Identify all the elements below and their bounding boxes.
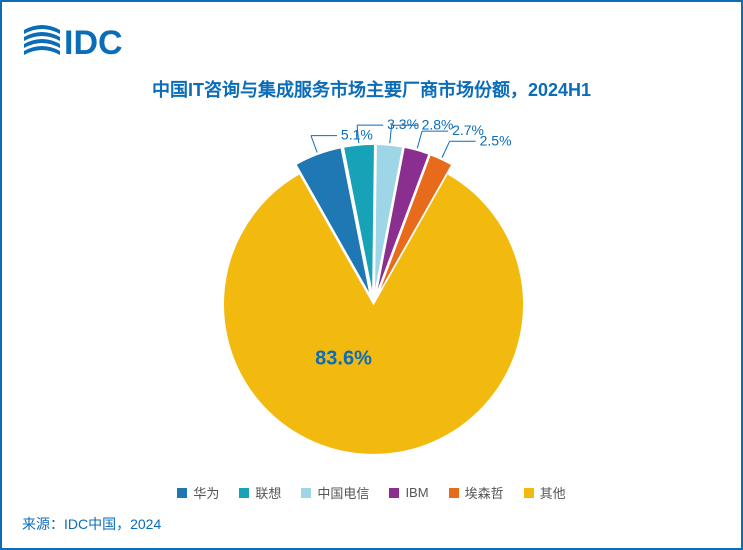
legend-label-0: 华为 [193,483,219,502]
leader-line-4 [442,141,450,157]
legend-item-2: 中国电信 [301,483,369,502]
legend-item-1: 联想 [239,483,281,502]
legend-label-3: IBM [405,485,428,500]
legend: 华为 联想 中国电信 IBM 埃森哲 其他 [2,483,741,502]
slice-label-2: 2.8% [422,116,454,132]
chart-frame: IDC 中国IT咨询与集成服务市场主要厂商市场份额，2024H1 5.1% 3.3… [0,0,743,550]
legend-swatch-2 [301,488,311,498]
legend-label-5: 其他 [540,483,566,502]
chart-title: 中国IT咨询与集成服务市场主要厂商市场份额，2024H1 [2,76,741,102]
legend-swatch-0 [177,488,187,498]
source-text: 来源：IDC中国，2024 [22,514,161,534]
leader-line-3 [417,131,422,148]
legend-label-4: 埃森哲 [465,483,504,502]
slice-label-1: 3.3% [387,116,419,132]
slice-label-4: 2.5% [480,132,512,148]
legend-swatch-3 [389,488,399,498]
legend-item-0: 华为 [177,483,219,502]
legend-item-5: 其他 [524,483,566,502]
legend-item-3: IBM [389,485,428,500]
pie-chart: 5.1%3.3%2.8%2.7%2.5%83.6% [2,110,743,470]
slice-label-0: 5.1% [341,127,373,143]
idc-logo-text: IDC [64,24,123,62]
legend-swatch-5 [524,488,534,498]
idc-logo: IDC [22,18,142,62]
legend-swatch-1 [239,488,249,498]
legend-label-1: 联想 [255,483,281,502]
legend-item-4: 埃森哲 [449,483,504,502]
leader-line-0 [311,136,317,153]
slice-label-5: 83.6% [315,347,372,369]
idc-logo-svg: IDC [22,18,142,62]
legend-label-2: 中国电信 [317,483,369,502]
legend-swatch-4 [449,488,459,498]
